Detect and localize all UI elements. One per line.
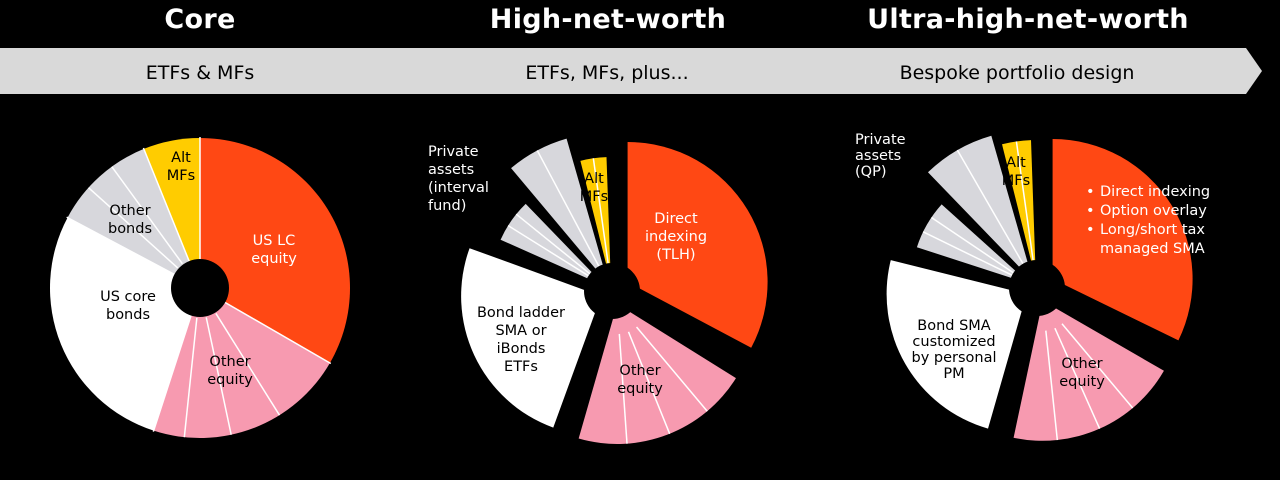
uhnw-alt-divider: [1015, 141, 1034, 261]
core-subdivider: [215, 313, 281, 416]
uhnw-subdivider: [930, 216, 1014, 274]
uhnw-alt-slice: [1002, 140, 1036, 281]
core-other-equity-slice: [153, 288, 330, 438]
hnw-alt-divider: [592, 158, 609, 264]
hnw-subdivider: [618, 333, 628, 444]
uhnw-private-assets-slice: [927, 135, 1033, 282]
uhnw-subdivider: [1054, 327, 1101, 429]
uhnw-other-equity-slice: [1013, 300, 1164, 441]
uhnw-other-equity-label: Other equity: [1059, 356, 1105, 390]
core-subdivider: [88, 187, 179, 269]
hnw-bond-ladder-label: Bond ladder SMA or iBonds ETFs: [476, 305, 566, 375]
hnw-private-assets-slice: [511, 138, 609, 284]
uhnw-subdivider: [1061, 323, 1134, 409]
uhnw-bond-sma-slice: [886, 260, 1027, 429]
core-other-bonds-slice: [67, 148, 200, 288]
uhnw-bullet-direct-indexing: Direct indexing: [1086, 183, 1210, 202]
hnw-subdivider: [515, 213, 591, 275]
hnw-alt-label: Alt MFs: [579, 171, 609, 205]
core-other-bonds-label: Other bonds: [107, 203, 153, 237]
hnw-bond-ladder-slice: [461, 248, 602, 428]
hnw-subdivider: [627, 331, 671, 435]
core-us-lc-slice: [200, 138, 350, 363]
hnw-subdivider: [507, 224, 589, 277]
hnw-private-assets-label: Private assets (interval fund): [428, 144, 489, 214]
hnw-hub: [584, 263, 640, 319]
uhnw-private-assets-label: Private assets (QP): [855, 132, 906, 180]
core-us-lc-label: US LC equity: [251, 233, 297, 267]
banner-shape: [0, 48, 1262, 94]
core-alt-label: Alt MFs: [166, 150, 196, 184]
core-hub: [171, 259, 229, 317]
tier-title-ultra-high-net-worth: Ultra-high-net-worth: [867, 4, 1189, 35]
core-subdivider: [111, 166, 183, 265]
uhnw-private-divider: [956, 149, 1024, 265]
core-alt-slice: [143, 138, 200, 288]
core-us-core-bonds-label: US core bonds: [100, 289, 156, 323]
core-subdivider: [183, 317, 198, 438]
hnw-direct-indexing-label: Direct indexing (TLH): [644, 211, 708, 263]
core-subdivider: [205, 317, 232, 435]
uhnw-subdivider: [922, 231, 1013, 276]
hnw-alt-slice: [580, 157, 611, 284]
tier-subtitle-ultra-high-net-worth: Bespoke portfolio design: [899, 62, 1135, 84]
uhnw-bond-sma-label: Bond SMA customized by personal PM: [911, 318, 997, 382]
hnw-private-divider: [536, 150, 600, 267]
tier-title-core: Core: [164, 4, 236, 35]
uhnw-alt-label: Alt MFs: [1001, 155, 1031, 189]
hnw-subdivider: [635, 326, 708, 412]
core-other-equity-label: Other equity: [207, 354, 253, 388]
tier-title-high-net-worth: High-net-worth: [489, 4, 727, 35]
hnw-direct-indexing-slice: [627, 142, 768, 348]
uhnw-bullet-option-overlay: Option overlay: [1086, 202, 1210, 221]
tier-subtitle-core: ETFs & MFs: [145, 62, 255, 84]
hnw-other-equity-slice: [578, 303, 736, 444]
core-us-core-bonds-slice: [50, 217, 201, 431]
hnw-other-equity-label: Other equity: [617, 363, 663, 397]
tier-subtitle-high-net-worth: ETFs, MFs, plus...: [525, 62, 689, 84]
uhnw-subdivider: [1045, 330, 1059, 441]
uhnw-direct-indexing-bullets: Direct indexing Option overlay Long/shor…: [1086, 183, 1210, 259]
uhnw-hub: [1009, 260, 1065, 316]
tier-banner-arrow: [0, 48, 1262, 94]
